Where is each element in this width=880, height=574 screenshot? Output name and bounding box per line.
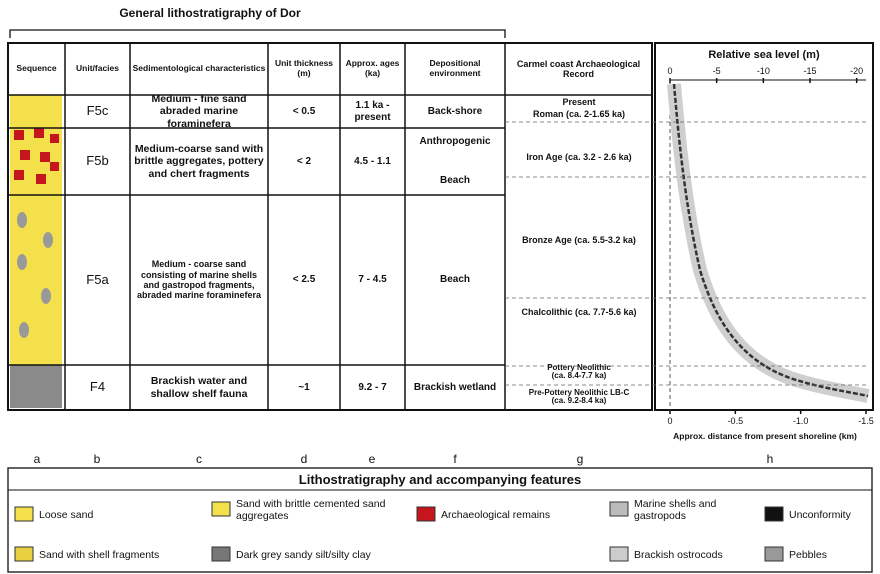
- record-period: Roman (ca. 2-1.65 ka): [505, 108, 653, 120]
- figure: General lithostratigraphy of Dor Sequence…: [0, 0, 880, 574]
- column-letter: h: [760, 452, 780, 468]
- thickness: ~1: [270, 365, 338, 410]
- legend-swatch: [417, 507, 435, 521]
- column-letter: a: [27, 452, 47, 468]
- legend-label: Sand with shell fragments: [39, 541, 219, 569]
- column-letter: b: [87, 452, 107, 468]
- thickness: < 0.5: [270, 95, 338, 128]
- environment: Back-shore: [407, 95, 503, 128]
- column-letter: e: [362, 452, 382, 468]
- legend-title: Lithostratigraphy and accompanying featu…: [8, 470, 872, 490]
- description: Medium - fine sand abraded marine forami…: [132, 95, 266, 128]
- top-tick-label: -20: [842, 65, 872, 77]
- top-tick-label: -15: [795, 65, 825, 77]
- legend-label: Marine shells and gastropods: [634, 496, 754, 524]
- bracket: [10, 30, 505, 38]
- ages: 9.2 - 7: [342, 365, 403, 410]
- legend-label: Pebbles: [789, 541, 880, 569]
- bottom-tick-label: -0.5: [720, 415, 750, 427]
- column-header: Carmel coast Archaeological Record: [506, 45, 651, 93]
- top-tick-label: 0: [655, 65, 685, 77]
- main-title: General lithostratigraphy of Dor: [10, 4, 410, 24]
- thickness: < 2: [270, 128, 338, 195]
- bottom-tick-label: -1.5: [851, 415, 880, 427]
- ages: 7 - 4.5: [342, 195, 403, 365]
- record-period: Chalcolithic (ca. 7.7-5.6 ka): [505, 304, 653, 320]
- column-header: Unit/facies: [66, 45, 129, 93]
- unit-label: F5c: [67, 95, 128, 128]
- unit-label: F5b: [67, 128, 128, 195]
- column-header: Sequence: [9, 45, 64, 93]
- legend-label: Unconformity: [789, 501, 880, 529]
- description: Medium - coarse sand consisting of marin…: [132, 195, 266, 365]
- legend-label: Sand with brittle cemented sand aggregat…: [236, 496, 416, 524]
- uncertainty-band: [674, 84, 868, 396]
- legend-swatch: [212, 502, 230, 516]
- column-letter: f: [445, 452, 465, 468]
- chart-title: Relative sea level (m): [655, 46, 873, 64]
- legend-swatch: [610, 547, 628, 561]
- unit-label: F4: [67, 365, 128, 410]
- environment: Anthropogenic: [407, 130, 503, 154]
- legend-swatch: [765, 547, 783, 561]
- record-period: Present: [505, 96, 653, 108]
- column-header: Depositional environment: [406, 45, 504, 93]
- column-header: Unit thickness (m): [269, 45, 339, 93]
- legend-label: Archaeological remains: [441, 501, 601, 529]
- legend-swatch: [15, 507, 33, 521]
- legend-swatch: [15, 547, 33, 561]
- record-period: Iron Age (ca. 3.2 - 2.6 ka): [505, 150, 653, 164]
- column-letter: c: [189, 452, 209, 468]
- environment: Brackish wetland: [407, 365, 503, 410]
- legend-swatch: [610, 502, 628, 516]
- ages: 4.5 - 1.1: [342, 128, 403, 195]
- column-letter: g: [570, 452, 590, 468]
- record-period: Bronze Age (ca. 5.5-3.2 ka): [505, 232, 653, 248]
- legend-swatch: [765, 507, 783, 521]
- legend-label: Loose sand: [39, 501, 189, 529]
- unit-label: F5a: [67, 195, 128, 365]
- description: Brackish water and shallow shelf fauna: [132, 365, 266, 410]
- silt-column: [10, 365, 62, 408]
- bottom-tick-label: -1.0: [786, 415, 816, 427]
- sea-level-curve: [674, 84, 868, 396]
- environment: Beach: [407, 169, 503, 193]
- column-letter: d: [294, 452, 314, 468]
- legend-label: Brackish ostrocods: [634, 541, 764, 569]
- record-range: (ca. 9.2-8.4 ka): [505, 396, 653, 406]
- environment: Beach: [407, 195, 503, 365]
- top-tick-label: -10: [748, 65, 778, 77]
- bottom-tick-label: 0: [655, 415, 685, 427]
- top-tick-label: -5: [702, 65, 732, 77]
- ages: 1.1 ka - present: [342, 95, 403, 128]
- thickness: < 2.5: [270, 195, 338, 365]
- column-header: Approx. ages (ka): [341, 45, 404, 93]
- description: Medium-coarse sand with brittle aggregat…: [132, 128, 266, 195]
- record-range: (ca. 8.4-7.7 ka): [505, 371, 653, 381]
- x-axis-label: Approx. distance from present shoreline …: [650, 430, 880, 444]
- column-header: Sedimentological characteristics: [131, 45, 267, 93]
- legend-label: Dark grey sandy silt/silty clay: [236, 541, 436, 569]
